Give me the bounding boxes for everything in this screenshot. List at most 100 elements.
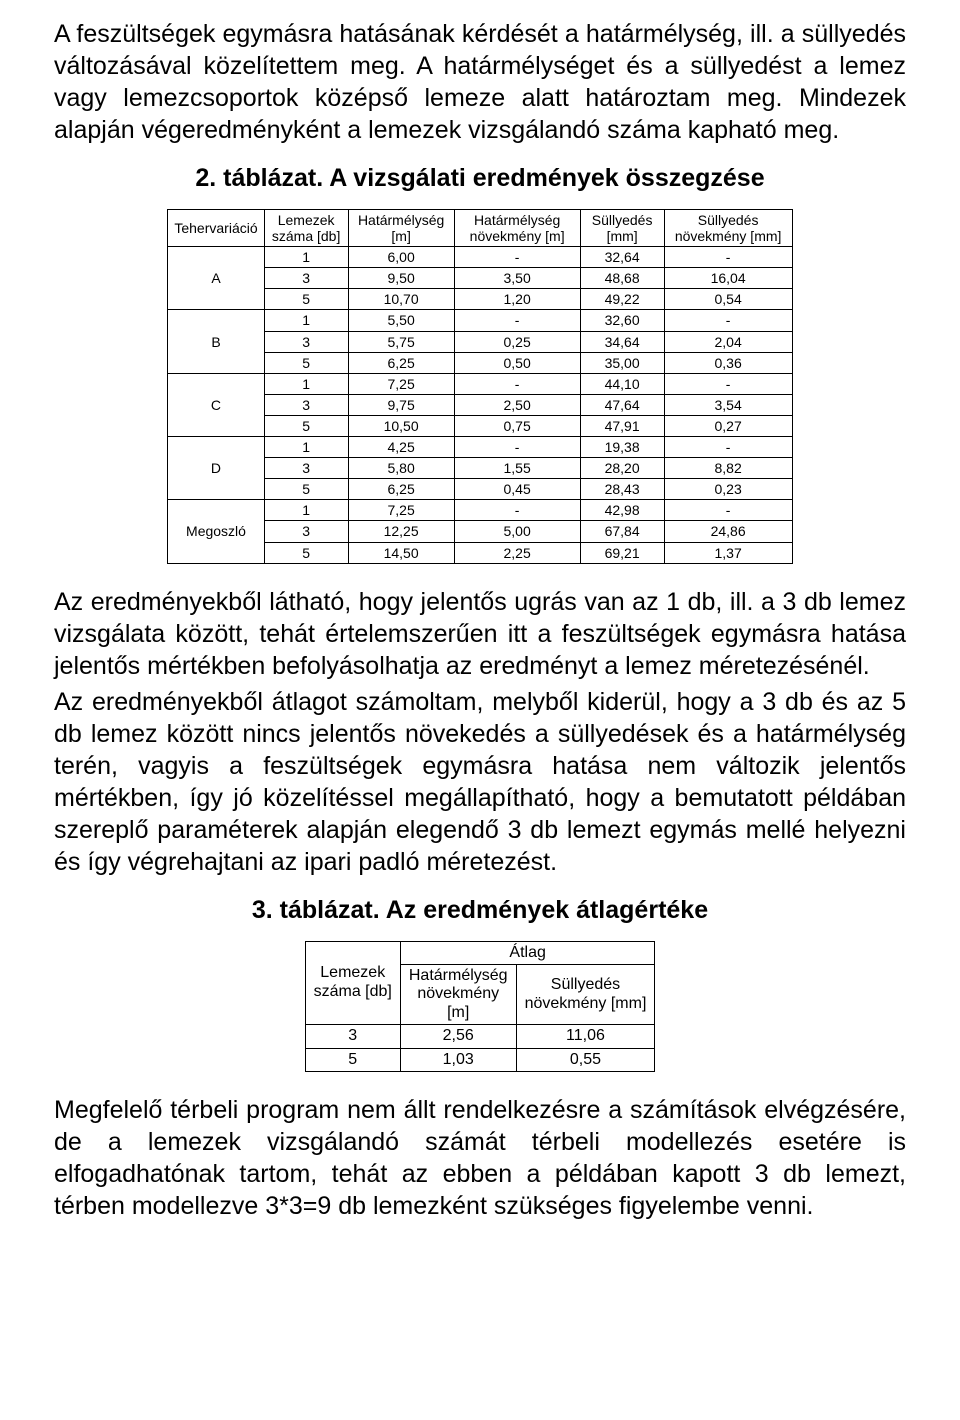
data-cell: -: [664, 310, 792, 331]
data-cell: 5,00: [454, 521, 580, 542]
data-cell: 5: [264, 542, 348, 563]
avg-col-s: Süllyedés növekmény [mm]: [516, 964, 655, 1024]
data-cell: 0,50: [454, 352, 580, 373]
averages-table: Lemezek száma [db] Átlag Határmélység nö…: [305, 941, 656, 1072]
paragraph-results-1: Az eredményekből látható, hogy jelentős …: [54, 586, 906, 682]
averages-table-body: 32,5611,0651,030,55: [305, 1025, 655, 1072]
data-cell: 9,50: [348, 268, 454, 289]
data-cell: 5: [264, 352, 348, 373]
data-cell: 5,80: [348, 458, 454, 479]
data-cell: 3: [264, 331, 348, 352]
group-cell: D: [168, 437, 264, 500]
data-cell: 1,20: [454, 289, 580, 310]
data-cell: 3: [264, 458, 348, 479]
data-cell: 2,25: [454, 542, 580, 563]
table-row: 51,030,55: [305, 1048, 655, 1071]
col-tehervariacio: Tehervariáció: [168, 210, 264, 247]
table-row: A16,00-32,64-: [168, 247, 792, 268]
avg-col-atlag: Átlag: [400, 941, 655, 964]
group-cell: B: [168, 310, 264, 373]
table2-title: 2. táblázat. A vizsgálati eredmények öss…: [54, 164, 906, 193]
table-row: C17,25-44,10-: [168, 373, 792, 394]
data-cell: 3: [264, 394, 348, 415]
data-cell: -: [664, 500, 792, 521]
table-row: D14,25-19,38-: [168, 437, 792, 458]
data-cell: 3: [264, 521, 348, 542]
data-cell: 2,50: [454, 394, 580, 415]
data-cell: 28,43: [580, 479, 664, 500]
data-cell: 0,75: [454, 415, 580, 436]
data-cell: 6,00: [348, 247, 454, 268]
col-hatarmely: Határmélység [m]: [348, 210, 454, 247]
data-cell: 3: [264, 268, 348, 289]
data-cell: 35,00: [580, 352, 664, 373]
data-cell: 44,10: [580, 373, 664, 394]
data-cell: 2,04: [664, 331, 792, 352]
results-table: Tehervariáció Lemezek száma [db] Határmé…: [167, 209, 792, 564]
paragraph-results-2: Az eredményekből átlagot számoltam, mely…: [54, 686, 906, 878]
table-row: 32,5611,06: [305, 1025, 655, 1048]
avg-col-lemezek: Lemezek száma [db]: [305, 941, 400, 1025]
data-cell: 47,64: [580, 394, 664, 415]
data-cell: 1: [264, 500, 348, 521]
data-cell: 1,03: [400, 1048, 516, 1071]
data-cell: -: [454, 310, 580, 331]
data-cell: -: [664, 373, 792, 394]
data-cell: 6,25: [348, 479, 454, 500]
data-cell: 0,55: [516, 1048, 655, 1071]
data-cell: 5: [264, 289, 348, 310]
data-cell: 1: [264, 437, 348, 458]
data-cell: -: [454, 373, 580, 394]
data-cell: 12,25: [348, 521, 454, 542]
data-cell: 0,45: [454, 479, 580, 500]
data-cell: 47,91: [580, 415, 664, 436]
data-cell: 49,22: [580, 289, 664, 310]
results-table-body: A16,00-32,64-39,503,5048,6816,04510,701,…: [168, 247, 792, 563]
data-cell: -: [454, 247, 580, 268]
data-cell: 1,37: [664, 542, 792, 563]
paragraph-conclusion: Megfelelő térbeli program nem állt rende…: [54, 1094, 906, 1222]
data-cell: 28,20: [580, 458, 664, 479]
data-cell: 4,25: [348, 437, 454, 458]
data-cell: 32,64: [580, 247, 664, 268]
avg-col-hm: Határmélység növekmény [m]: [400, 964, 516, 1024]
data-cell: 8,82: [664, 458, 792, 479]
data-cell: 16,04: [664, 268, 792, 289]
col-sullyedes-nov: Süllyedés növekmény [mm]: [664, 210, 792, 247]
data-cell: 1: [264, 373, 348, 394]
data-cell: -: [454, 437, 580, 458]
data-cell: 0,25: [454, 331, 580, 352]
group-cell: Megoszló: [168, 500, 264, 563]
table-row: Megoszló17,25-42,98-: [168, 500, 792, 521]
col-sullyedes: Süllyedés [mm]: [580, 210, 664, 247]
data-cell: 5,50: [348, 310, 454, 331]
data-cell: 0,54: [664, 289, 792, 310]
data-cell: 1: [264, 247, 348, 268]
data-cell: 24,86: [664, 521, 792, 542]
data-cell: 10,50: [348, 415, 454, 436]
data-cell: 7,25: [348, 373, 454, 394]
data-cell: 32,60: [580, 310, 664, 331]
data-cell: 0,23: [664, 479, 792, 500]
data-cell: 3,50: [454, 268, 580, 289]
col-hatarmely-nov: Határmélység növekmény [m]: [454, 210, 580, 247]
data-cell: 48,68: [580, 268, 664, 289]
data-cell: 67,84: [580, 521, 664, 542]
data-cell: 3: [305, 1025, 400, 1048]
data-cell: 42,98: [580, 500, 664, 521]
data-cell: 1,55: [454, 458, 580, 479]
data-cell: -: [664, 437, 792, 458]
data-cell: 14,50: [348, 542, 454, 563]
data-cell: 6,25: [348, 352, 454, 373]
data-cell: 0,27: [664, 415, 792, 436]
group-cell: C: [168, 373, 264, 436]
data-cell: 1: [264, 310, 348, 331]
data-cell: 0,36: [664, 352, 792, 373]
averages-table-head: Lemezek száma [db] Átlag Határmélység nö…: [305, 941, 655, 1025]
data-cell: 69,21: [580, 542, 664, 563]
table-row: B15,50-32,60-: [168, 310, 792, 331]
data-cell: 19,38: [580, 437, 664, 458]
data-cell: 5,75: [348, 331, 454, 352]
table3-title: 3. táblázat. Az eredmények átlagértéke: [54, 896, 906, 925]
data-cell: -: [454, 500, 580, 521]
